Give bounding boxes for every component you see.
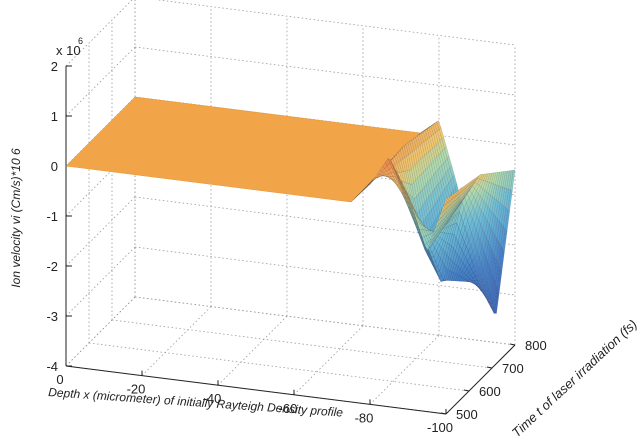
t-tick-label: 500 — [456, 407, 478, 422]
z-tick-label: -1 — [46, 209, 58, 224]
z-exponent-label: x 10 — [56, 43, 81, 58]
grid-line-floor-t — [88, 342, 470, 392]
z-tick-label: 0 — [51, 159, 58, 174]
t-tick-mark — [509, 343, 516, 346]
x-tick-label: -100 — [427, 420, 453, 435]
grid-line-floor-x — [217, 315, 288, 386]
t-tick-mark — [440, 412, 447, 415]
axis-lines — [65, 65, 516, 415]
t-tick-label: 600 — [479, 384, 501, 399]
grid-line-floor-x — [369, 335, 440, 405]
grid-line-left-z — [65, 0, 133, 67]
x-tick-label: -80 — [355, 410, 374, 425]
surface-cell — [443, 197, 449, 207]
z-tick-label: 2 — [51, 59, 58, 74]
x-axis-label: Depth x (micrometer) of initially Raytei… — [48, 385, 344, 420]
grid-line-back-z — [134, 46, 516, 96]
x-axis-line — [65, 365, 447, 415]
z-tick-label: -2 — [46, 259, 58, 274]
t-tick-mark — [486, 366, 493, 369]
z-tick-label: 1 — [51, 109, 58, 124]
grid-line-floor-x — [65, 296, 136, 367]
t-tick-label: 700 — [502, 361, 524, 376]
grid-line-left-z — [65, 46, 136, 117]
z-tick-label: -4 — [46, 359, 58, 374]
t-tick-mark — [463, 389, 470, 392]
x-tick-label: 0 — [56, 372, 63, 387]
x-tick-label: -60 — [279, 401, 298, 416]
grid-line-floor-x — [293, 325, 364, 396]
t-axis-line — [445, 344, 516, 415]
z-tick-label: -3 — [46, 309, 58, 324]
x-tick-label: -20 — [127, 382, 146, 397]
z-exponent-power: 6 — [78, 36, 83, 46]
grid-line-floor-t — [111, 319, 493, 369]
surface-plot — [65, 96, 516, 314]
grid-line-floor-t — [134, 296, 516, 346]
grid-line-left-z — [65, 246, 136, 317]
y-axis-label: Time t of laser irradiation (fs) — [509, 316, 640, 440]
z-axis-label: Ion velocity vi (Cm/s)*10 6 — [9, 148, 23, 288]
grid-line-left-z — [65, 196, 136, 267]
t-tick-label: 800 — [525, 338, 547, 353]
grid-line-back-z — [155, 0, 516, 46]
grid-line-floor-x — [141, 306, 212, 376]
x-tick-label: -40 — [203, 391, 222, 406]
